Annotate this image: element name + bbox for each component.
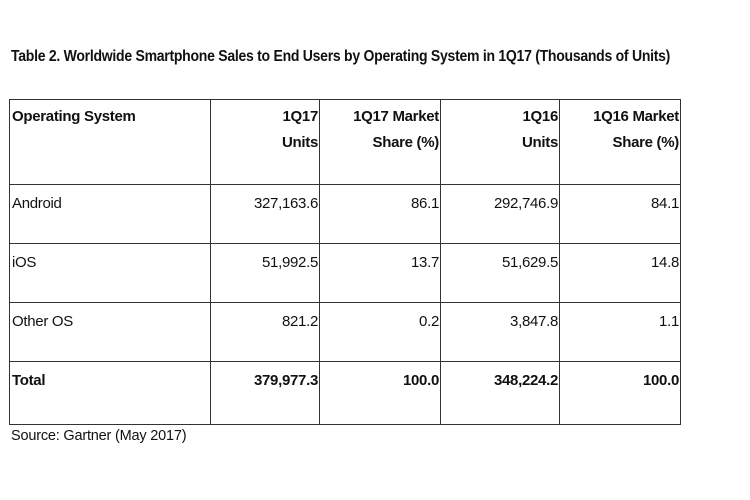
os-cell: Android — [9, 184, 211, 244]
os-cell: iOS — [9, 243, 211, 303]
header-label: 1Q16 — [522, 108, 559, 125]
header-1q16-units: 1Q16 Units — [440, 99, 560, 185]
header-label: Units — [521, 134, 558, 151]
q16-share-cell: 84.1 — [559, 184, 681, 244]
header-label: Share (%) — [612, 134, 680, 151]
q17-share-cell: 13.7 — [319, 243, 441, 303]
os-cell: Total — [9, 361, 211, 425]
q16-share-cell: 100.0 — [559, 361, 681, 425]
q16-share-cell: 1.1 — [559, 302, 681, 362]
q16-units-cell: 51,629.5 — [440, 243, 560, 303]
q16-units-cell: 348,224.2 — [440, 361, 560, 425]
header-operating-system: Operating System — [9, 99, 211, 185]
header-1q17-market-share: 1Q17 Market Share (%) — [319, 99, 441, 185]
q17-share-cell: 0.2 — [319, 302, 441, 362]
header-1q17-units: 1Q17 Units — [210, 99, 320, 185]
q16-units-cell: 3,847.8 — [440, 302, 560, 362]
table-row-ios: iOS 51,992.5 13.7 51,629.5 14.8 — [9, 243, 681, 303]
table-row-other-os: Other OS 821.2 0.2 3,847.8 1.1 — [9, 302, 681, 362]
source-note: Source: Gartner (May 2017) — [11, 428, 187, 444]
header-label: 1Q17 — [282, 108, 319, 125]
header-label: Share (%) — [372, 134, 440, 151]
header-label: 1Q16 Market — [593, 108, 679, 125]
q17-units-cell: 379,977.3 — [210, 361, 320, 425]
os-cell: Other OS — [9, 302, 211, 362]
q16-share-cell: 14.8 — [559, 243, 681, 303]
q16-units-cell: 292,746.9 — [440, 184, 560, 244]
q17-units-cell: 51,992.5 — [210, 243, 320, 303]
header-1q16-market-share: 1Q16 Market Share (%) — [559, 99, 681, 185]
q17-units-cell: 821.2 — [210, 302, 320, 362]
q17-share-cell: 86.1 — [319, 184, 441, 244]
smartphone-sales-table: Operating System 1Q17 Units 1Q17 Market … — [9, 99, 681, 425]
header-label: Operating System — [12, 108, 136, 125]
q17-units-cell: 327,163.6 — [210, 184, 320, 244]
table-row-android: Android 327,163.6 86.1 292,746.9 84.1 — [9, 184, 681, 244]
table-title: Table 2. Worldwide Smartphone Sales to E… — [11, 48, 671, 65]
table-row-total: Total 379,977.3 100.0 348,224.2 100.0 — [9, 361, 681, 425]
header-label: Units — [281, 134, 318, 151]
q17-share-cell: 100.0 — [319, 361, 441, 425]
header-row: Operating System 1Q17 Units 1Q17 Market … — [9, 99, 681, 185]
header-label: 1Q17 Market — [353, 108, 439, 125]
